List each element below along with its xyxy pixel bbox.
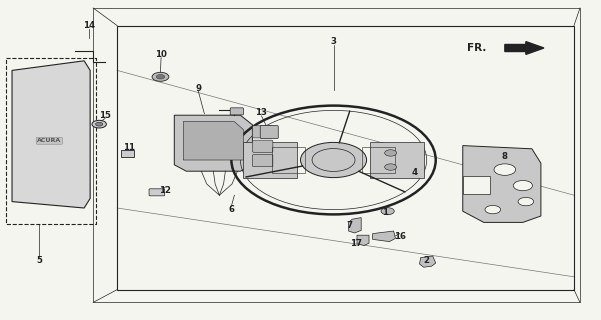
Polygon shape: [357, 235, 369, 245]
Text: 11: 11: [123, 143, 135, 152]
Circle shape: [385, 150, 397, 156]
Circle shape: [518, 197, 534, 206]
Polygon shape: [373, 231, 395, 242]
Polygon shape: [463, 176, 490, 194]
Text: 1: 1: [382, 208, 388, 217]
Text: 7: 7: [347, 221, 353, 230]
Text: 13: 13: [255, 108, 267, 116]
Polygon shape: [349, 218, 361, 233]
Polygon shape: [243, 142, 297, 178]
Circle shape: [156, 75, 165, 79]
FancyBboxPatch shape: [230, 108, 243, 115]
FancyBboxPatch shape: [252, 155, 273, 167]
Text: 17: 17: [350, 239, 362, 248]
Circle shape: [385, 164, 397, 170]
Polygon shape: [463, 146, 541, 222]
Text: 12: 12: [159, 186, 171, 195]
FancyBboxPatch shape: [121, 150, 134, 157]
Text: 2: 2: [424, 256, 430, 265]
Text: 3: 3: [331, 37, 337, 46]
FancyBboxPatch shape: [252, 126, 273, 138]
Circle shape: [513, 180, 532, 191]
Circle shape: [300, 142, 367, 178]
Text: 9: 9: [195, 84, 201, 92]
Text: ACURA: ACURA: [37, 138, 61, 143]
Polygon shape: [183, 122, 243, 160]
Text: 8: 8: [502, 152, 508, 161]
Circle shape: [494, 164, 516, 175]
Text: 16: 16: [394, 232, 406, 241]
Circle shape: [485, 205, 501, 214]
Text: FR.: FR.: [468, 43, 487, 53]
Polygon shape: [419, 256, 436, 267]
Text: 6: 6: [228, 205, 234, 214]
FancyBboxPatch shape: [149, 189, 165, 196]
Text: 5: 5: [36, 256, 42, 265]
Text: 4: 4: [412, 168, 418, 177]
Circle shape: [96, 122, 103, 126]
FancyArrow shape: [505, 42, 544, 54]
Text: 10: 10: [155, 50, 167, 59]
Circle shape: [381, 208, 394, 215]
Polygon shape: [370, 142, 424, 178]
Text: 15: 15: [99, 111, 111, 120]
Polygon shape: [174, 115, 252, 171]
FancyBboxPatch shape: [260, 125, 278, 139]
Polygon shape: [12, 61, 90, 208]
FancyBboxPatch shape: [252, 140, 273, 152]
Circle shape: [92, 120, 106, 128]
Text: 14: 14: [83, 21, 95, 30]
Circle shape: [152, 72, 169, 81]
